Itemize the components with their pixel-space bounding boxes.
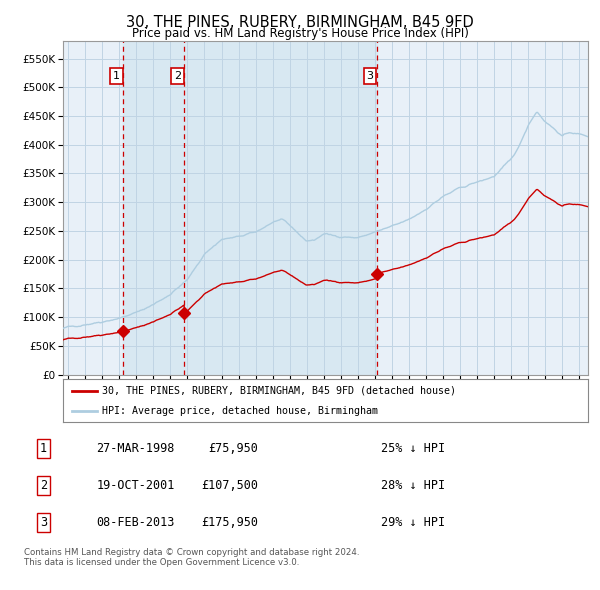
Text: 19-OCT-2001: 19-OCT-2001 xyxy=(97,478,175,492)
Text: Contains HM Land Registry data © Crown copyright and database right 2024.: Contains HM Land Registry data © Crown c… xyxy=(24,548,359,556)
Text: 08-FEB-2013: 08-FEB-2013 xyxy=(97,516,175,529)
Text: 3: 3 xyxy=(367,71,373,81)
Text: £107,500: £107,500 xyxy=(202,478,259,492)
Text: £175,950: £175,950 xyxy=(202,516,259,529)
Text: 2: 2 xyxy=(173,71,181,81)
Text: 29% ↓ HPI: 29% ↓ HPI xyxy=(381,516,445,529)
Text: 1: 1 xyxy=(40,442,47,455)
Text: 28% ↓ HPI: 28% ↓ HPI xyxy=(381,478,445,492)
Text: 30, THE PINES, RUBERY, BIRMINGHAM, B45 9FD (detached house): 30, THE PINES, RUBERY, BIRMINGHAM, B45 9… xyxy=(103,386,457,396)
Text: This data is licensed under the Open Government Licence v3.0.: This data is licensed under the Open Gov… xyxy=(24,558,299,567)
Text: 25% ↓ HPI: 25% ↓ HPI xyxy=(381,442,445,455)
Text: 27-MAR-1998: 27-MAR-1998 xyxy=(97,442,175,455)
Text: HPI: Average price, detached house, Birmingham: HPI: Average price, detached house, Birm… xyxy=(103,407,379,416)
Text: 3: 3 xyxy=(40,516,47,529)
Text: 2: 2 xyxy=(40,478,47,492)
Text: 1: 1 xyxy=(113,71,120,81)
Text: 30, THE PINES, RUBERY, BIRMINGHAM, B45 9FD: 30, THE PINES, RUBERY, BIRMINGHAM, B45 9… xyxy=(126,15,474,30)
Bar xyxy=(123,41,377,375)
Text: Price paid vs. HM Land Registry's House Price Index (HPI): Price paid vs. HM Land Registry's House … xyxy=(131,27,469,40)
Text: £75,950: £75,950 xyxy=(208,442,259,455)
